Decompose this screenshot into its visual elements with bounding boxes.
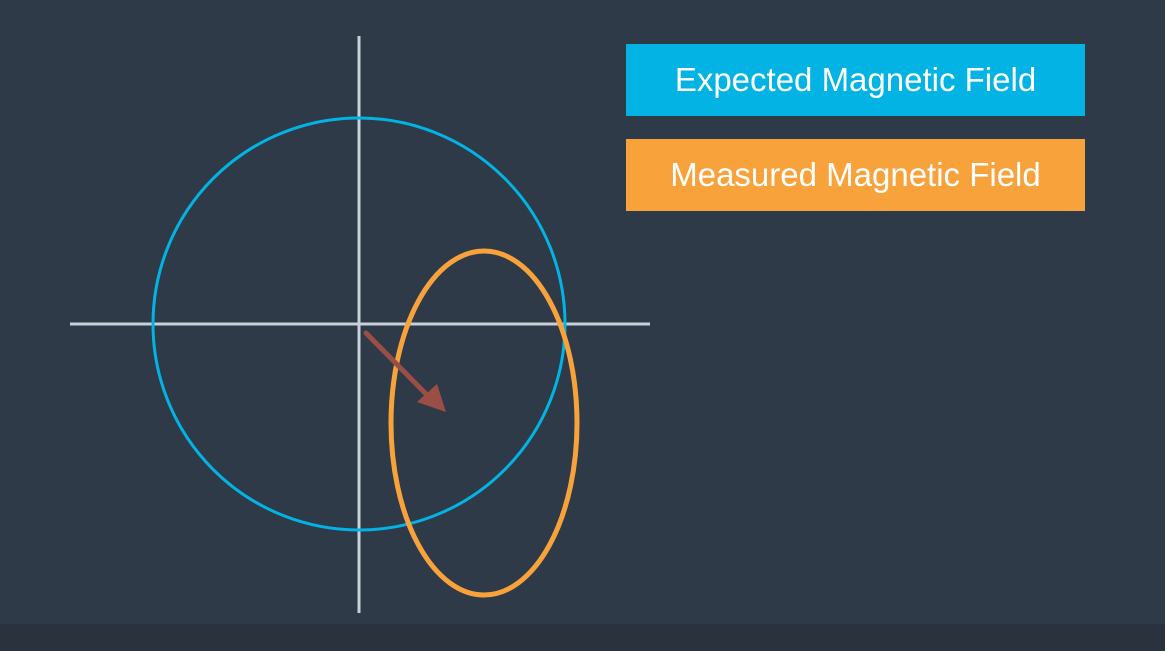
bottom-strip	[0, 624, 1165, 651]
legend-measured-magnetic-field: Measured Magnetic Field	[626, 139, 1085, 211]
expected-field-circle	[151, 116, 567, 532]
legend-expected-magnetic-field: Expected Magnetic Field	[626, 44, 1085, 116]
arrow-down-right-icon	[363, 330, 446, 412]
measured-field-ellipse	[388, 248, 580, 598]
